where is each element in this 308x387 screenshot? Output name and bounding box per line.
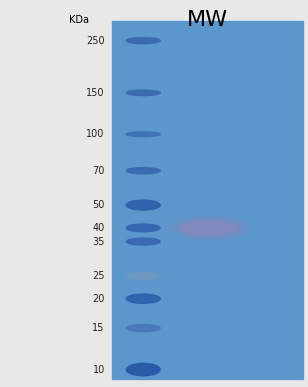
Text: KDa: KDa <box>69 15 89 26</box>
Text: 150: 150 <box>86 88 105 98</box>
Ellipse shape <box>126 168 160 174</box>
Ellipse shape <box>126 363 160 376</box>
Ellipse shape <box>126 294 160 303</box>
Bar <box>112 21 303 379</box>
Text: 35: 35 <box>92 236 105 247</box>
Ellipse shape <box>126 224 160 232</box>
Text: 70: 70 <box>92 166 105 176</box>
Ellipse shape <box>168 217 251 239</box>
Ellipse shape <box>126 272 160 279</box>
Text: 10: 10 <box>92 365 105 375</box>
Text: 20: 20 <box>92 294 105 304</box>
Ellipse shape <box>126 132 160 137</box>
Text: 25: 25 <box>92 271 105 281</box>
Ellipse shape <box>126 325 160 332</box>
Ellipse shape <box>126 90 160 96</box>
Ellipse shape <box>183 221 236 235</box>
Ellipse shape <box>178 219 241 236</box>
Ellipse shape <box>126 38 160 44</box>
Text: 15: 15 <box>92 323 105 333</box>
Ellipse shape <box>126 200 160 210</box>
Text: 50: 50 <box>92 200 105 210</box>
Text: 250: 250 <box>86 36 105 46</box>
Text: 40: 40 <box>92 223 105 233</box>
Text: MW: MW <box>187 10 229 30</box>
Text: 100: 100 <box>86 129 105 139</box>
Ellipse shape <box>126 238 160 245</box>
